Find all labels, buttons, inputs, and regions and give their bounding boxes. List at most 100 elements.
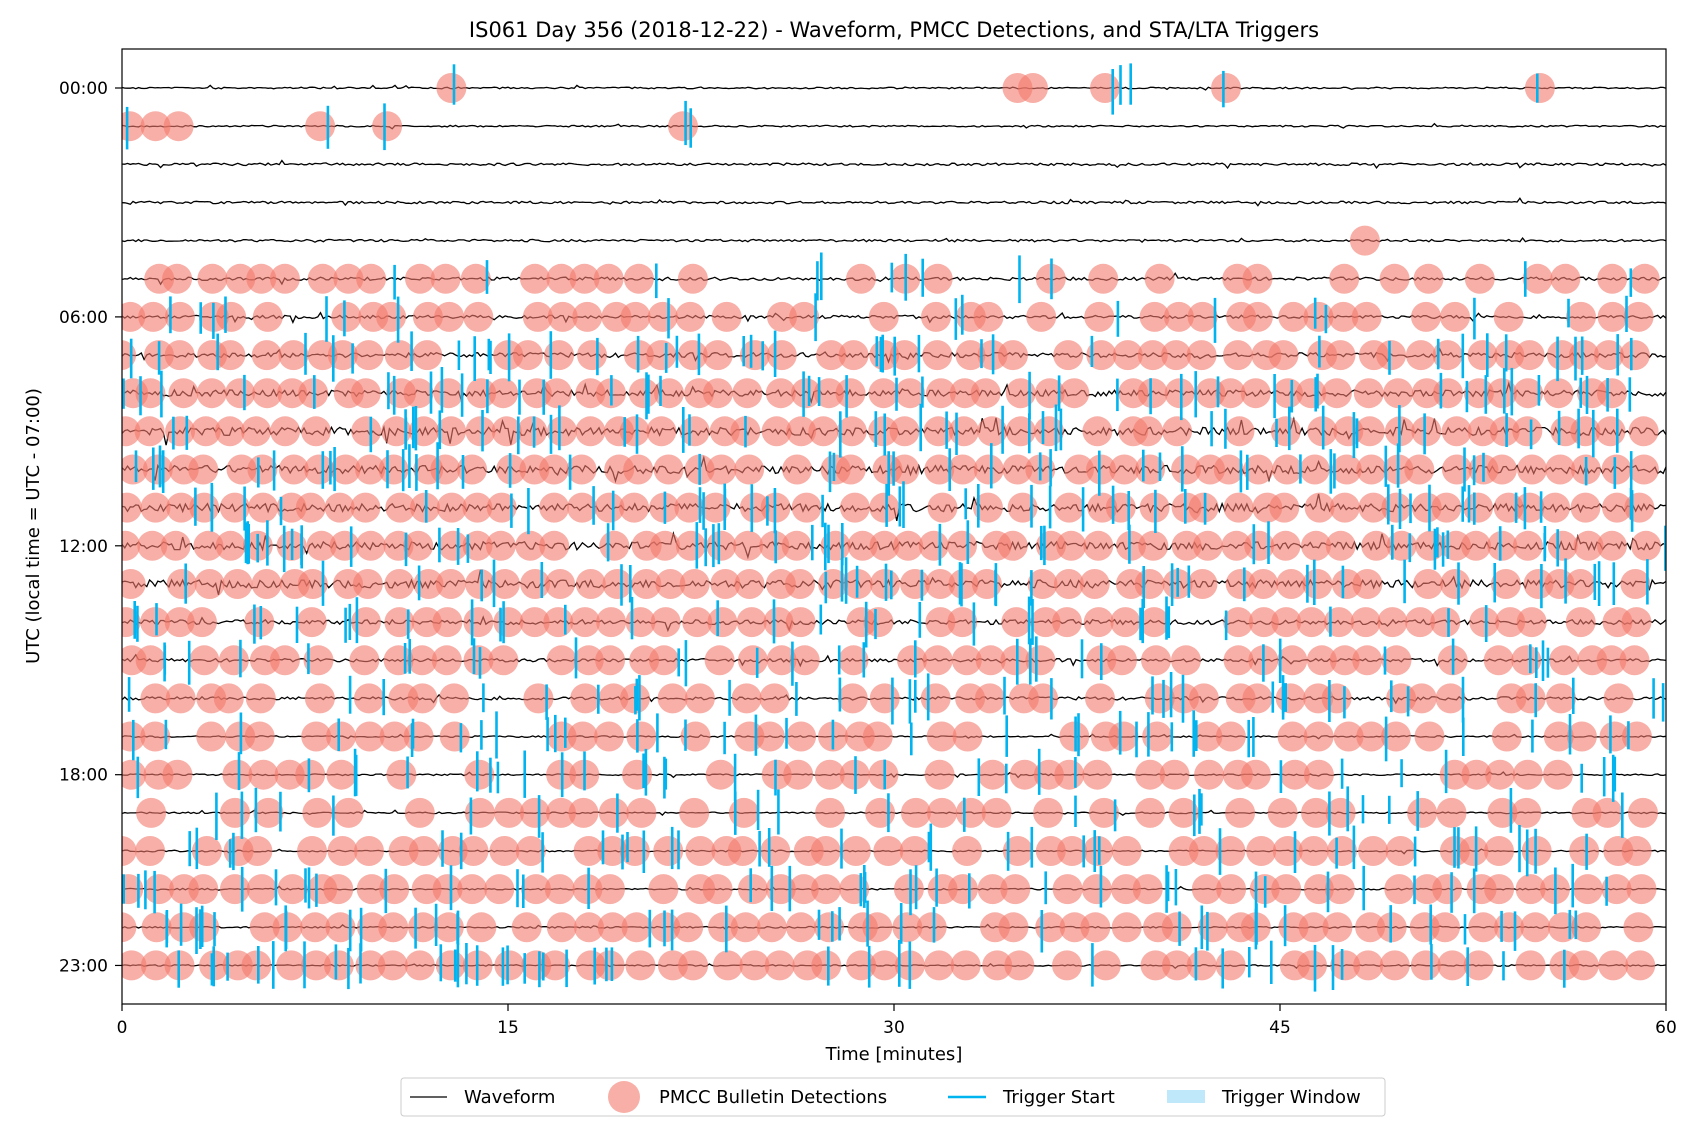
pmcc-detection bbox=[570, 607, 600, 638]
pmcc-detection bbox=[1222, 340, 1253, 371]
pmcc-detections bbox=[122, 73, 1661, 981]
pmcc-detection bbox=[1188, 683, 1219, 714]
pmcc-detection bbox=[1621, 721, 1652, 752]
pmcc-detection bbox=[1602, 492, 1632, 523]
pmcc-detection bbox=[1463, 950, 1494, 981]
pmcc-detection bbox=[1240, 759, 1271, 790]
y-tick-label: 18:00 bbox=[59, 766, 108, 786]
pmcc-detection bbox=[213, 683, 244, 714]
pmcc-detection bbox=[1161, 340, 1192, 371]
pmcc-detection bbox=[782, 454, 813, 485]
pmcc-detection bbox=[436, 73, 467, 103]
pmcc-detection bbox=[650, 530, 680, 561]
pmcc-detection bbox=[545, 569, 576, 599]
pmcc-detection bbox=[355, 454, 386, 485]
pmcc-detection bbox=[1379, 950, 1410, 981]
waveform-trace bbox=[122, 84, 1666, 91]
pmcc-detection bbox=[1026, 301, 1057, 332]
pmcc-detection bbox=[404, 950, 435, 981]
pmcc-detection bbox=[1484, 836, 1514, 866]
pmcc-detection bbox=[1270, 530, 1301, 561]
pmcc-detection bbox=[540, 950, 571, 981]
pmcc-detection bbox=[574, 912, 604, 943]
pmcc-detection bbox=[816, 340, 847, 371]
pmcc-detection bbox=[1271, 874, 1302, 905]
pmcc-detection bbox=[949, 378, 980, 409]
pmcc-detection bbox=[1631, 530, 1661, 561]
pmcc-detection bbox=[196, 378, 227, 409]
pmcc-detection bbox=[921, 301, 951, 332]
pmcc-detection bbox=[1187, 301, 1218, 332]
pmcc-detection bbox=[1090, 950, 1121, 981]
pmcc-detection bbox=[165, 683, 196, 714]
pmcc-detection bbox=[546, 263, 577, 294]
pmcc-detection bbox=[539, 454, 569, 485]
pmcc-detection bbox=[134, 416, 165, 447]
pmcc-detection bbox=[1140, 950, 1171, 981]
pmcc-detection bbox=[1105, 492, 1136, 523]
pmcc-detection bbox=[653, 836, 684, 866]
pmcc-detection bbox=[868, 301, 899, 332]
pmcc-detection bbox=[1306, 645, 1337, 676]
pmcc-detection bbox=[491, 416, 522, 447]
pmcc-detection bbox=[1002, 454, 1033, 485]
pmcc-detection bbox=[189, 645, 220, 676]
pmcc-detection bbox=[1248, 607, 1279, 638]
pmcc-detection bbox=[918, 530, 949, 561]
pmcc-detection bbox=[539, 492, 570, 523]
pmcc-detection bbox=[278, 340, 309, 371]
pmcc-detection bbox=[460, 263, 491, 294]
pmcc-detection bbox=[1566, 301, 1596, 332]
pmcc-detection bbox=[465, 569, 496, 599]
pmcc-detection bbox=[251, 569, 282, 599]
pmcc-detection bbox=[598, 683, 629, 714]
pmcc-detection bbox=[1494, 912, 1524, 943]
pmcc-detection bbox=[575, 416, 606, 447]
pmcc-detection bbox=[737, 645, 768, 676]
pmcc-detection bbox=[356, 874, 387, 905]
x-axis-ticks: 0 15 30 45 60 bbox=[117, 1004, 1677, 1038]
pmcc-detection bbox=[1361, 530, 1392, 561]
pmcc-detection bbox=[710, 569, 741, 599]
pmcc-detection bbox=[439, 683, 470, 714]
pmcc-detection bbox=[252, 378, 283, 409]
pmcc-detection bbox=[1277, 645, 1308, 676]
pmcc-detection bbox=[763, 607, 794, 638]
pmcc-detection bbox=[1543, 759, 1573, 790]
pmcc-detection bbox=[1159, 759, 1190, 790]
pmcc-detection bbox=[403, 378, 434, 409]
pmcc-detection bbox=[1377, 607, 1408, 638]
pmcc-detection bbox=[594, 950, 625, 981]
pmcc-detection bbox=[1565, 607, 1596, 638]
pmcc-detection bbox=[1244, 530, 1275, 561]
pmcc-detection bbox=[734, 569, 765, 599]
pmcc-detection bbox=[306, 530, 337, 561]
pmcc-detection bbox=[1596, 378, 1627, 409]
pmcc-detection bbox=[219, 874, 250, 905]
pmcc-detection bbox=[252, 301, 283, 332]
pmcc-detection bbox=[411, 874, 442, 905]
pmcc-detection bbox=[767, 301, 797, 332]
pmcc-detection bbox=[1629, 263, 1660, 294]
pmcc-detection bbox=[1243, 454, 1274, 485]
pmcc-detection bbox=[1187, 569, 1218, 599]
pmcc-detection bbox=[705, 759, 736, 790]
pmcc-detection bbox=[253, 797, 284, 828]
pmcc-detection bbox=[436, 416, 467, 447]
pmcc-detection bbox=[1405, 340, 1436, 371]
pmcc-detection bbox=[1268, 340, 1299, 371]
pmcc-detection bbox=[1514, 492, 1545, 523]
pmcc-detection bbox=[1215, 836, 1246, 866]
pmcc-detection bbox=[646, 416, 677, 447]
pmcc-detection bbox=[1137, 378, 1168, 409]
pmcc-detection bbox=[141, 912, 172, 943]
pmcc-detection bbox=[1057, 836, 1087, 866]
pmcc-detection bbox=[379, 874, 410, 905]
pmcc-detection bbox=[1321, 683, 1352, 714]
pmcc-detection bbox=[924, 950, 955, 981]
pmcc-detection bbox=[241, 416, 271, 447]
pmcc-detection bbox=[140, 721, 171, 752]
pmcc-detection bbox=[573, 645, 604, 676]
pmcc-detection bbox=[249, 912, 280, 943]
pmcc-detection bbox=[1437, 950, 1468, 981]
